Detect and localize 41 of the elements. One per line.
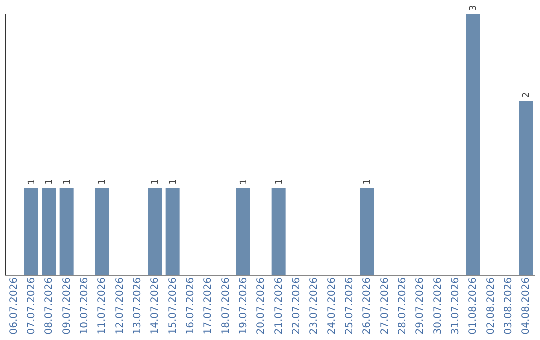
x-tick-label: 19.07.2026 — [238, 278, 250, 335]
data-label: 1 — [168, 179, 179, 185]
x-tick-label: 07.07.2026 — [26, 278, 38, 335]
x-tick-label: 17.07.2026 — [203, 278, 214, 335]
x-tick-label: 02.08.2026 — [486, 278, 497, 335]
x-tick-label: 31.07.2026 — [450, 278, 462, 335]
x-tick-label: 01.08.2026 — [468, 278, 480, 335]
data-label: 1 — [363, 179, 374, 185]
x-tick-label: 03.08.2026 — [504, 278, 514, 335]
data-label: 1 — [28, 179, 38, 185]
x-tick-label: 10.07.2026 — [80, 278, 90, 335]
x-tick-label: 24.07.2026 — [326, 278, 338, 335]
data-label: 1 — [45, 179, 56, 185]
x-tick-label: 15.07.2026 — [168, 278, 179, 335]
x-tick-label: 20.07.2026 — [256, 278, 268, 335]
x-tick-label: 08.07.2026 — [44, 278, 56, 335]
x-tick-label: 30.07.2026 — [432, 278, 444, 335]
data-label: 1 — [151, 179, 162, 185]
x-tick-label: 29.07.2026 — [415, 278, 426, 335]
data-label: 2 — [522, 92, 532, 98]
x-tick-label: 13.07.2026 — [132, 278, 144, 335]
x-tick-label: 12.07.2026 — [114, 278, 126, 335]
x-tick-label: 21.07.2026 — [274, 278, 285, 335]
data-label: 1 — [62, 179, 73, 185]
x-tick-label: 06.07.2026 — [8, 278, 20, 335]
x-tick-label: 18.07.2026 — [220, 278, 232, 335]
x-tick-label: 27.07.2026 — [380, 278, 391, 335]
data-label: 1 — [240, 179, 250, 185]
x-tick-label: 04.08.2026 — [521, 278, 532, 335]
x-tick-label: 25.07.2026 — [344, 278, 356, 335]
x-tick-label: 14.07.2026 — [150, 278, 162, 335]
data-label: 1 — [98, 179, 108, 185]
x-tick-label: 22.07.2026 — [292, 278, 302, 335]
x-tick-label: 26.07.2026 — [362, 278, 374, 335]
x-tick-label: 16.07.2026 — [186, 278, 196, 335]
x-tick-label: 11.07.2026 — [97, 278, 108, 335]
data-label: 1 — [274, 179, 285, 185]
x-tick-label: 28.07.2026 — [398, 278, 408, 335]
x-tick-label: 09.07.2026 — [62, 278, 73, 335]
data-label: 3 — [469, 5, 480, 11]
x-tick-label: 23.07.2026 — [309, 278, 320, 335]
